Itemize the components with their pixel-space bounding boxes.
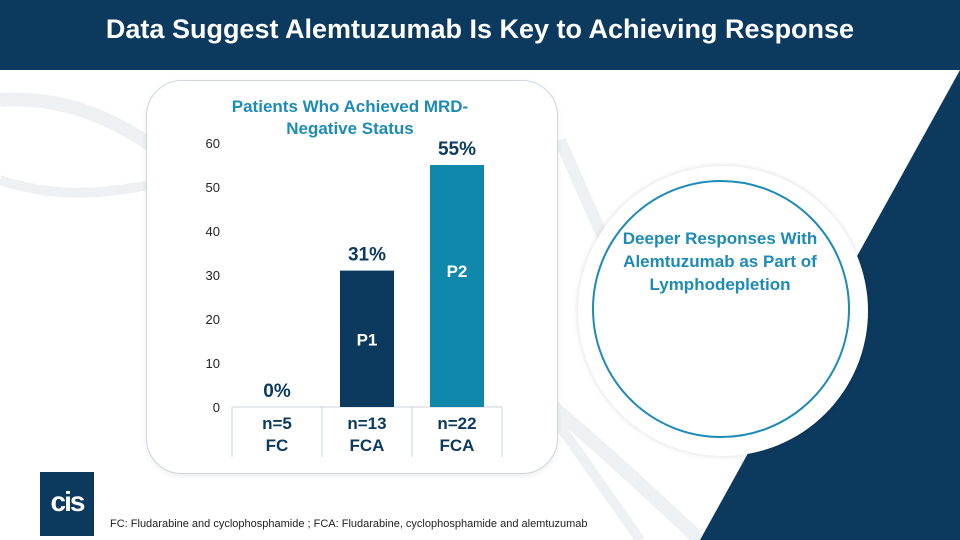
- cis-logo: cis: [40, 472, 94, 536]
- bar-1: [340, 270, 394, 407]
- value-label-1: 31%: [348, 245, 386, 266]
- bar-2: [430, 165, 484, 407]
- y-tick-label-0: 0: [213, 400, 220, 415]
- slide-title: Data Suggest Alemtuzumab Is Key to Achie…: [105, 14, 855, 44]
- callout-text: Deeper Responses With Alemtuzumab as Par…: [622, 229, 818, 294]
- category-label-0-line-0: n=5: [262, 414, 292, 433]
- y-tick-label-1: 10: [206, 356, 220, 371]
- category-label-2-line-0: n=22: [437, 414, 476, 433]
- y-tick-label-6: 60: [206, 136, 220, 151]
- bar-label-1: P1: [357, 331, 378, 350]
- y-tick-label-5: 50: [206, 180, 220, 195]
- y-tick-label-4: 40: [206, 224, 220, 239]
- bar-label-2: P2: [447, 262, 468, 281]
- callout-circle-ring: [592, 180, 850, 438]
- title-bar: [0, 0, 960, 70]
- category-label-1-line-0: n=13: [347, 414, 386, 433]
- category-label-0-line-1: FC: [266, 436, 289, 455]
- y-tick-label-3: 30: [206, 268, 220, 283]
- chart-title: Patients Who Achieved MRD-Negative Statu…: [231, 97, 469, 138]
- footnote: FC: Fludarabine and cyclophosphamide ; F…: [110, 518, 588, 530]
- logo-text: cis: [50, 486, 86, 517]
- category-label-2-line-1: FCA: [440, 436, 475, 455]
- y-tick-label-2: 20: [206, 312, 220, 327]
- value-label-0: 0%: [263, 381, 291, 402]
- category-label-1-line-1: FCA: [350, 436, 385, 455]
- value-label-2: 55%: [438, 139, 476, 160]
